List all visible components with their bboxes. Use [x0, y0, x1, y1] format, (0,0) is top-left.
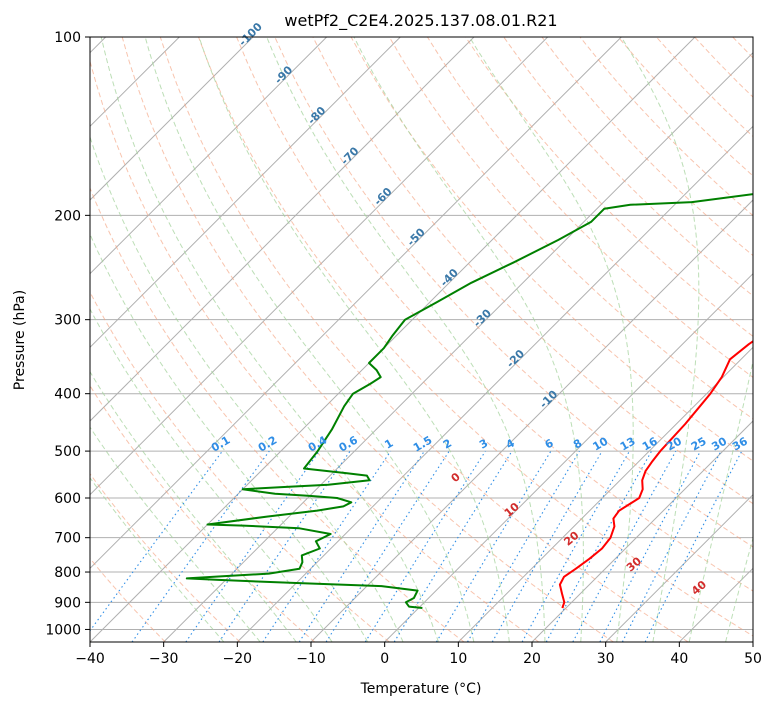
- y-tick-label: 100: [54, 30, 81, 46]
- axis-layer: −40 −30 −20 −10 0 10 20 30 40 50 100 200 300 400 500 60…: [45, 30, 762, 667]
- dry-adiabat-line: [90, 384, 316, 642]
- plot-frame: [89, 36, 754, 643]
- chart-title: wetPf2_C2E4.2025.137.08.01.R21: [284, 11, 557, 31]
- isotherm-line: [531, 420, 753, 642]
- reference-lines: [90, 37, 775, 642]
- y-tick-label: 500: [54, 444, 81, 460]
- mixing-ratio-line: [298, 450, 425, 642]
- dry-adiabat-line: [121, 37, 614, 642]
- x-tick-label: −30: [149, 651, 179, 667]
- y-tick-label: 700: [54, 531, 81, 547]
- mixing-ratio-line: [218, 450, 351, 642]
- y-tick-label: 1000: [45, 622, 81, 638]
- mixing-ratio-line: [572, 450, 677, 642]
- moist-adiabat-line: [90, 232, 369, 642]
- mixing-ratio-line: [325, 450, 450, 642]
- temperature-line: [558, 340, 753, 609]
- moist-adiabat-line: [688, 358, 753, 642]
- dry-adiabat-line: [274, 37, 753, 548]
- moist-adiabat-line: [144, 37, 475, 642]
- moist-adiabat-line: [90, 476, 225, 642]
- moist-adiabat-line: [198, 37, 510, 642]
- series-layer: [185, 193, 753, 609]
- grid-layer: [90, 37, 753, 642]
- moist-adiabat-line: [90, 426, 261, 642]
- x-tick-label: 20: [523, 651, 541, 667]
- isotherm-line: [90, 37, 696, 642]
- moist-adiabat-line: [90, 308, 333, 642]
- mixing-ratio-line: [364, 450, 486, 642]
- isotherm-line: [310, 199, 753, 642]
- moist-adiabat-line: [100, 37, 439, 642]
- moist-adiabat-line: [90, 135, 404, 642]
- dry-adiabat-line: [771, 37, 775, 642]
- isotherm-line: [90, 37, 401, 349]
- isotherm-line: [90, 37, 622, 570]
- dry-adiabat-line: [90, 59, 540, 642]
- isotherm-line: [236, 125, 753, 642]
- x-tick-label: 40: [670, 651, 688, 667]
- moist-adiabat-line: [725, 536, 753, 642]
- isotherm-line: [605, 493, 753, 642]
- mixing-ratio-line: [599, 450, 701, 642]
- moist-adiabat-line: [353, 37, 584, 642]
- y-axis-label: Pressure (hPa): [12, 290, 28, 390]
- dry-adiabat-line: [350, 37, 753, 462]
- dry-adiabat-line: [426, 37, 753, 378]
- x-tick-label: 50: [744, 651, 762, 667]
- plot-background: [90, 37, 753, 642]
- dewpoint-line: [185, 193, 753, 609]
- x-tick-label: −40: [75, 651, 105, 667]
- dry-adiabat-line: [90, 472, 241, 642]
- dry-adiabat-line: [159, 37, 689, 642]
- x-tick-label: −20: [223, 651, 253, 667]
- mixing-ratio-line: [467, 450, 580, 642]
- mixing-ratio-line: [435, 450, 552, 642]
- x-tick-label: −10: [296, 651, 326, 667]
- y-tick-label: 600: [54, 491, 81, 507]
- dry-adiabat-line: [503, 37, 753, 297]
- dry-adiabat-line: [236, 37, 753, 592]
- isotherm-line: [752, 641, 753, 642]
- isotherm-line: [384, 272, 753, 642]
- isotherm-line: [90, 37, 328, 275]
- isotherm-line: [90, 37, 549, 496]
- isotherm-line: [90, 37, 475, 422]
- x-tick-label: 0: [380, 651, 389, 667]
- moist-adiabat-line: [266, 37, 546, 642]
- dry-adiabat-line: [198, 37, 753, 637]
- mixing-ratio-line: [185, 450, 320, 642]
- y-tick-label: 300: [54, 313, 81, 329]
- x-tick-label: 10: [449, 651, 467, 667]
- isotherm-line: [90, 37, 254, 201]
- y-tick-label: 400: [54, 387, 81, 403]
- mixing-ratio-line: [262, 450, 392, 642]
- mixing-ratio-line: [393, 450, 513, 642]
- dry-adiabat-line: [90, 291, 390, 642]
- y-tick-label: 900: [54, 595, 81, 611]
- y-tick-label: 800: [54, 565, 81, 581]
- dry-adiabat-line: [90, 557, 166, 642]
- x-axis-label: Temperature (°C): [360, 681, 482, 697]
- isotherm-line: [457, 346, 753, 642]
- x-tick-label: 30: [597, 651, 615, 667]
- isotherm-line: [163, 51, 753, 642]
- y-tick-label: 200: [54, 208, 81, 224]
- moist-adiabat-line: [620, 37, 700, 642]
